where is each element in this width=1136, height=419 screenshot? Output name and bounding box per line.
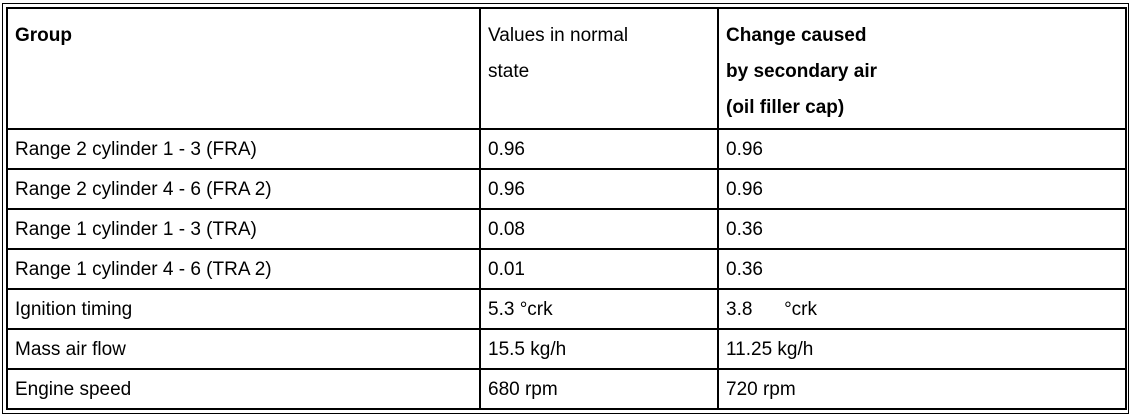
table-row: Ignition timing 5.3 °crk 3.8 °crk xyxy=(6,288,1127,330)
table-row: Range 1 cylinder 1 - 3 (TRA) 0.08 0.36 xyxy=(6,208,1127,250)
change-value-cell: 3.8 °crk xyxy=(717,288,1127,330)
normal-value-cell: 0.96 xyxy=(479,128,719,170)
normal-value-cell: 680 rpm xyxy=(479,368,719,410)
header-change-secondary-air: Change caused by secondary air (oil fill… xyxy=(717,7,1127,130)
normal-value-cell: 0.01 xyxy=(479,248,719,290)
change-value-cell: 0.36 xyxy=(717,248,1127,290)
group-cell: Range 1 cylinder 1 - 3 (TRA) xyxy=(6,208,481,250)
table-row: Range 2 cylinder 4 - 6 (FRA 2) 0.96 0.96 xyxy=(6,168,1127,210)
group-cell: Engine speed xyxy=(6,368,481,410)
table-outer-frame: Group Values in normal state Change caus… xyxy=(2,3,1129,414)
group-cell: Range 2 cylinder 4 - 6 (FRA 2) xyxy=(6,168,481,210)
header-values-normal-state: Values in normal state xyxy=(479,7,719,130)
group-cell: Range 1 cylinder 4 - 6 (TRA 2) xyxy=(6,248,481,290)
change-value-cell: 0.96 xyxy=(717,128,1127,170)
change-value-cell: 720 rpm xyxy=(717,368,1127,410)
header-row: Group Values in normal state Change caus… xyxy=(6,7,1127,130)
table-row: Range 1 cylinder 4 - 6 (TRA 2) 0.01 0.36 xyxy=(6,248,1127,290)
group-cell: Mass air flow xyxy=(6,328,481,370)
normal-value-cell: 0.08 xyxy=(479,208,719,250)
change-value-cell: 11.25 kg/h xyxy=(717,328,1127,370)
table-row: Mass air flow 15.5 kg/h 11.25 kg/h xyxy=(6,328,1127,370)
normal-value-cell: 15.5 kg/h xyxy=(479,328,719,370)
header-group: Group xyxy=(6,7,481,130)
table-row: Range 2 cylinder 1 - 3 (FRA) 0.96 0.96 xyxy=(6,128,1127,170)
group-cell: Range 2 cylinder 1 - 3 (FRA) xyxy=(6,128,481,170)
change-value-cell: 0.96 xyxy=(717,168,1127,210)
table-row: Engine speed 680 rpm 720 rpm xyxy=(6,368,1127,410)
measuring-values-table: Group Values in normal state Change caus… xyxy=(6,7,1127,410)
normal-value-cell: 5.3 °crk xyxy=(479,288,719,330)
group-cell: Ignition timing xyxy=(6,288,481,330)
normal-value-cell: 0.96 xyxy=(479,168,719,210)
change-value-cell: 0.36 xyxy=(717,208,1127,250)
